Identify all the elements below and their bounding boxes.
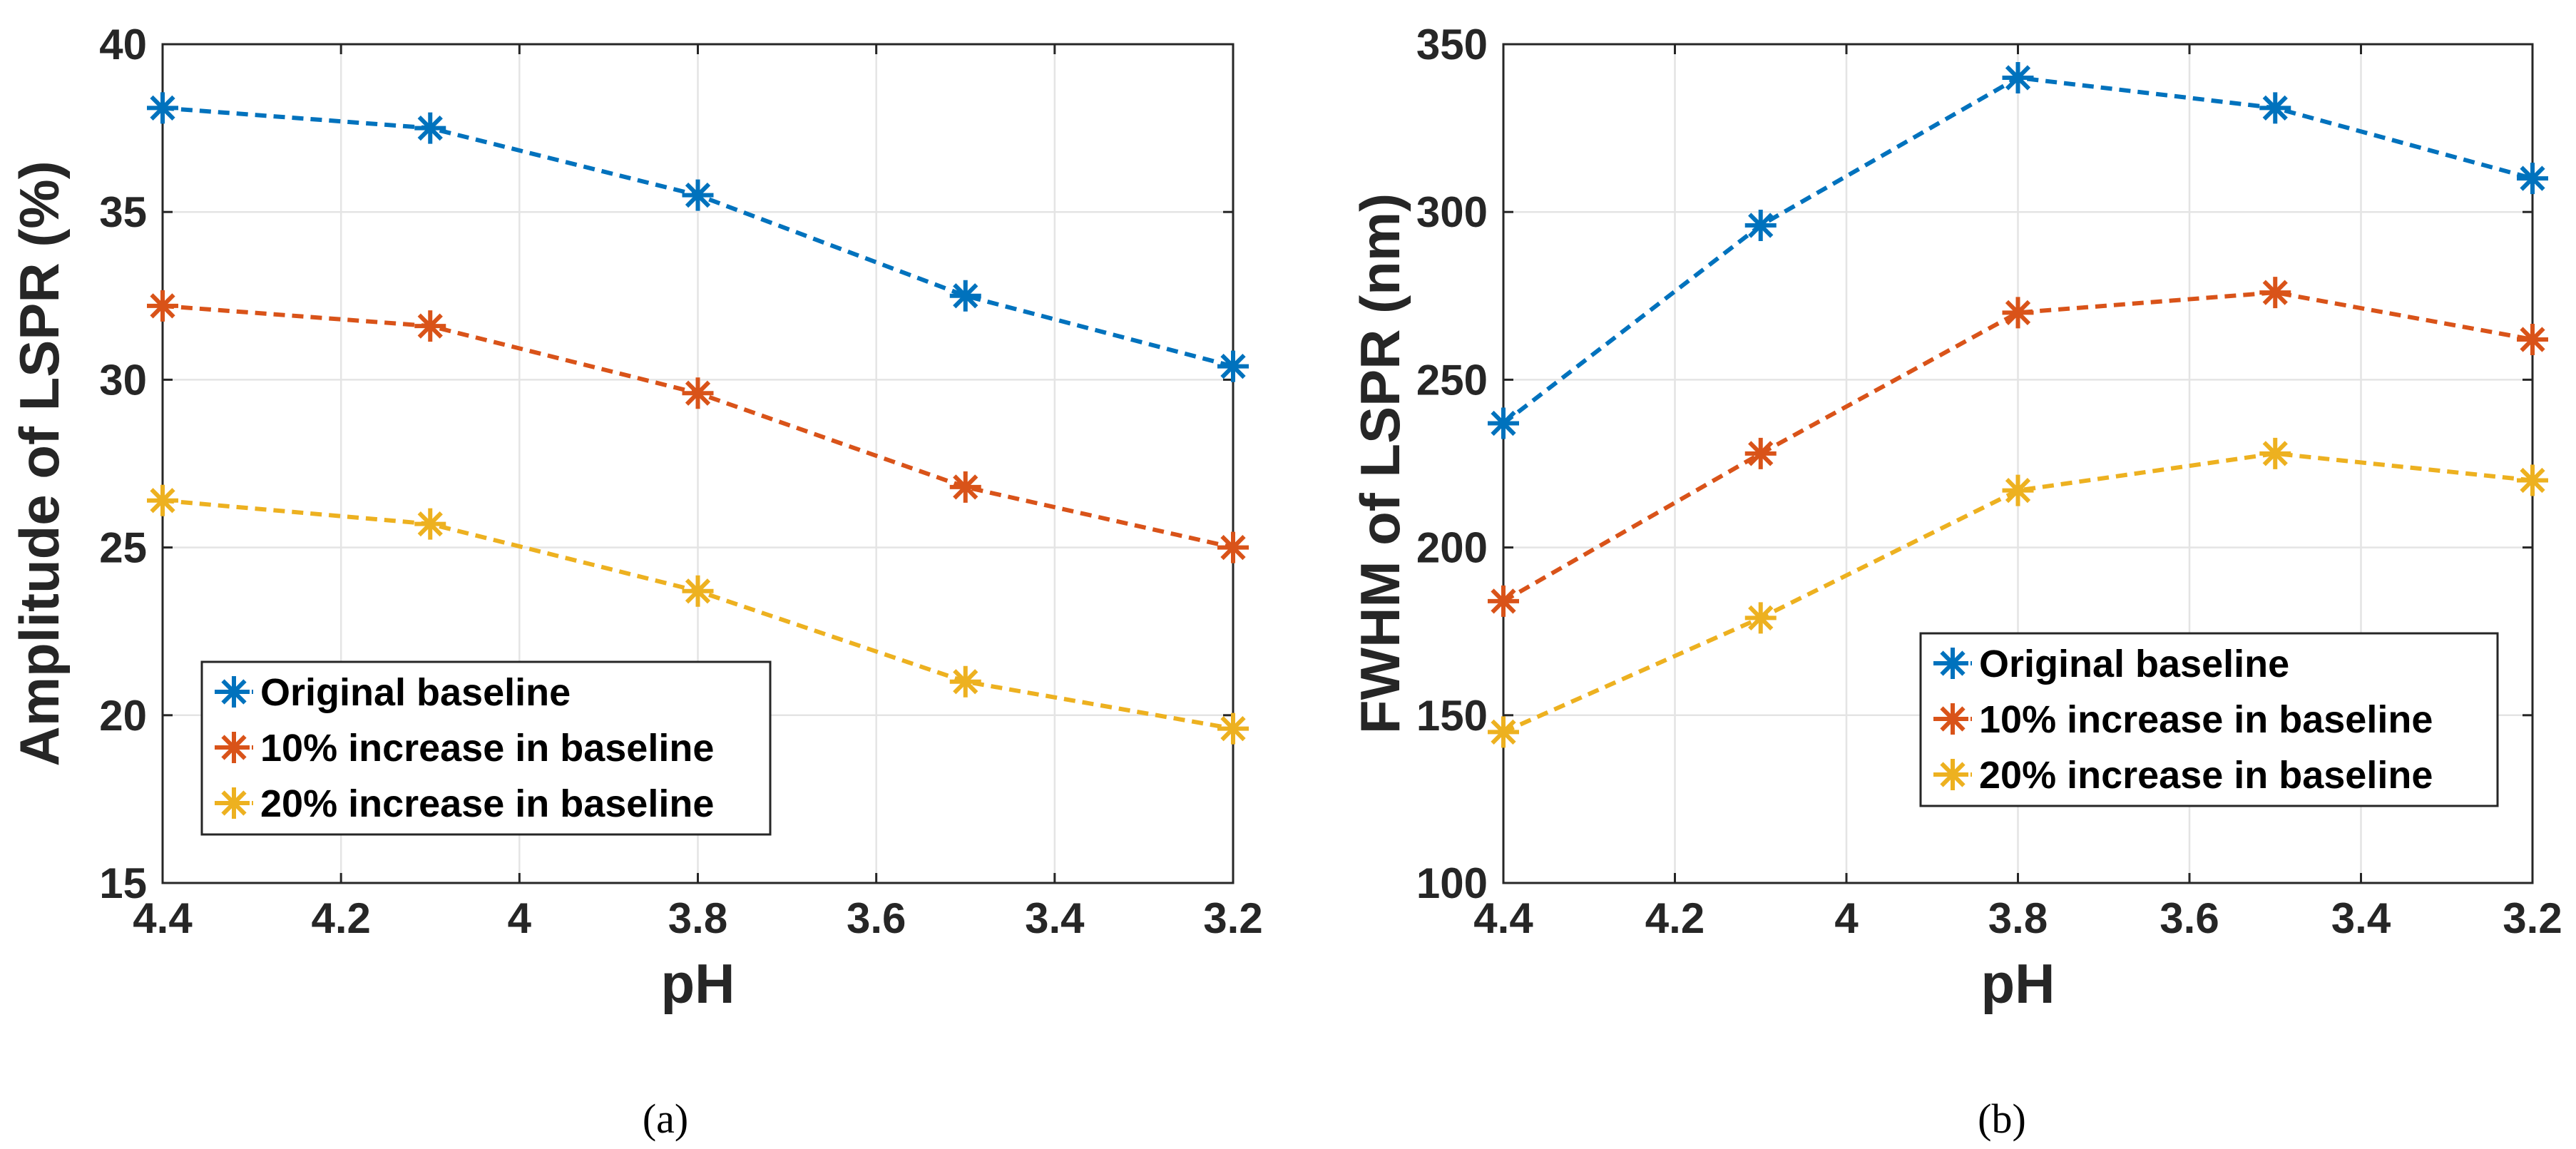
y-axis-label: Amplitude of LSPR (%) (8, 160, 71, 766)
data-point (147, 92, 178, 124)
data-point (147, 290, 178, 322)
series-3 (147, 484, 1249, 745)
data-point (1488, 407, 1519, 439)
x-axis-label: pH (1981, 952, 2055, 1015)
legend-marker (218, 732, 250, 763)
y-tick-label: 20 (99, 692, 147, 740)
series-line (1502, 290, 2533, 603)
y-tick-label: 25 (99, 524, 147, 572)
legend: Original baseline 10% increase in baselin… (200, 660, 772, 836)
series-2 (147, 290, 1249, 563)
series-3 (1488, 437, 2548, 748)
data-point (949, 280, 981, 312)
data-point (949, 471, 981, 503)
data-point (2002, 297, 2034, 329)
subfigure-caption: (a) (643, 1096, 688, 1142)
data-point (2002, 474, 2034, 506)
x-tick-label: 3.2 (2503, 894, 2562, 942)
x-tick-label: 3.4 (1025, 894, 1085, 942)
x-tick-label: 4 (508, 894, 532, 942)
legend-marker (1937, 703, 1968, 735)
data-point (1744, 210, 1777, 242)
data-point (414, 112, 446, 144)
y-tick-label: 30 (99, 356, 147, 404)
data-point (147, 484, 178, 516)
legend-marker (218, 676, 250, 708)
x-tick-label: 4 (1834, 894, 1859, 942)
legend-label: 20% increase in baseline (1979, 754, 2433, 797)
legend-marker (1937, 648, 1968, 679)
y-tick-label: 150 (1416, 692, 1488, 740)
data-point (2259, 437, 2291, 469)
legend-label: 10% increase in baseline (1979, 698, 2433, 741)
legend-label: 10% increase in baseline (260, 727, 714, 770)
legend-label: 20% increase in baseline (260, 782, 714, 825)
data-point (949, 665, 981, 698)
data-point (2517, 163, 2548, 195)
x-tick-label: 4.2 (1645, 894, 1704, 942)
data-point (682, 377, 714, 409)
data-point (414, 508, 446, 540)
data-point (1744, 437, 1777, 469)
legend-box (200, 660, 772, 836)
legend-label: Original baseline (260, 671, 571, 714)
y-tick-label: 100 (1416, 859, 1488, 907)
legend: Original baseline 10% increase in baselin… (1919, 632, 2499, 807)
legend-marker (1937, 759, 1968, 790)
x-tick-label: 3.8 (668, 894, 727, 942)
series-line (1502, 451, 2533, 735)
y-tick-label: 350 (1416, 21, 1488, 68)
data-point (682, 575, 714, 607)
y-tick-label: 300 (1416, 188, 1488, 236)
y-tick-label: 35 (99, 188, 147, 236)
x-tick-label: 3.6 (2160, 894, 2219, 942)
data-point (1217, 713, 1249, 745)
legend-label: Original baseline (1979, 643, 2289, 685)
data-point (2259, 92, 2291, 124)
data-point (1744, 602, 1777, 634)
x-tick-label: 4.2 (311, 894, 370, 942)
series-1 (147, 92, 1249, 382)
legend-box (1919, 632, 2499, 807)
data-point (2259, 277, 2291, 309)
x-tick-label: 4.4 (1473, 894, 1533, 942)
data-point (414, 310, 446, 342)
y-tick-label: 40 (99, 21, 147, 68)
series-1 (1488, 62, 2548, 439)
x-tick-label: 3.6 (847, 894, 906, 942)
data-point (1488, 585, 1519, 617)
y-tick-label: 250 (1416, 356, 1488, 404)
series-2 (1488, 277, 2548, 617)
x-axis-label: pH (661, 952, 735, 1015)
legend-marker (218, 787, 250, 819)
y-tick-label: 200 (1416, 524, 1488, 572)
chart-1: 4.4 4.2 4 3.8 3.6 3.4 3.2 15 20 25 30 35 40 pH Amplitu… (8, 21, 1263, 1142)
data-point (2517, 464, 2548, 496)
y-tick-label: 15 (99, 859, 147, 907)
x-tick-label: 3.8 (1988, 894, 2048, 942)
data-point (682, 179, 714, 211)
y-axis-label: FWHM of LSPR (nm) (1349, 193, 1411, 734)
x-tick-label: 3.4 (2331, 894, 2391, 942)
data-point (2517, 323, 2548, 355)
data-point (1217, 531, 1249, 563)
data-point (1488, 716, 1519, 748)
x-tick-label: 3.2 (1203, 894, 1262, 942)
chart-2: 4.4 4.2 4 3.8 3.6 3.4 3.2 100 150 200 250 300 350 pH F… (1349, 21, 2562, 1142)
subfigure-caption: (b) (1978, 1096, 2026, 1142)
data-point (2002, 62, 2034, 94)
x-tick-label: 4.4 (133, 894, 193, 942)
data-point (1217, 350, 1249, 382)
